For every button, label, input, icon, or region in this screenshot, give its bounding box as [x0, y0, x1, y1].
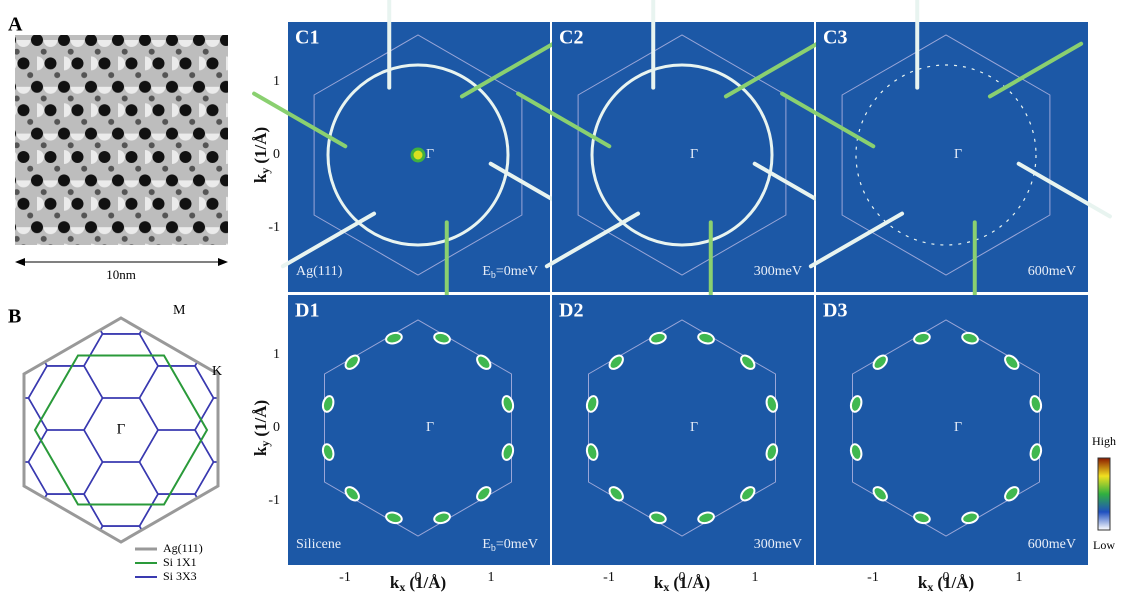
gamma-label: Γ — [690, 420, 698, 435]
axis-unit: (1/Å) — [673, 573, 710, 592]
si3x3-cell — [84, 462, 158, 526]
energy-label: 600meV — [1028, 537, 1076, 552]
gamma-label: Γ — [954, 147, 962, 162]
stm-image — [15, 35, 228, 245]
arpes-panel: C1 Γ Ag(111) Eb=0meV — [254, 0, 582, 328]
colorbar — [1098, 458, 1110, 530]
x-tick-label: -1 — [603, 570, 615, 585]
axis-unit: (1/Å) — [251, 400, 270, 437]
panel-label: C3 — [823, 27, 847, 49]
si3x3-cell — [84, 334, 158, 398]
axis-sub: y — [258, 168, 272, 174]
energy-label: Eb=0meV — [482, 264, 538, 281]
axis-sub: x — [663, 580, 669, 594]
panel-label: B — [8, 306, 21, 328]
colorbar-label: Low — [1093, 538, 1115, 552]
gamma-spot — [412, 149, 424, 161]
panel-label: C1 — [295, 27, 319, 49]
panel-bg — [816, 295, 1088, 565]
panel-label: D2 — [559, 300, 583, 322]
energy-label: 300meV — [754, 264, 802, 279]
y-tick-label: 1 — [273, 347, 280, 362]
figure: A 10nm B M K Γ Ag(111) Si 1X1 Si 3X3 Hig… — [0, 0, 1127, 596]
gamma-label: Γ — [426, 147, 434, 162]
y-tick-label: 0 — [273, 420, 280, 435]
y-tick-label: -1 — [268, 220, 280, 235]
point-label: M — [173, 303, 186, 318]
arpes-panel: D1 Γ Silicene Eb=0meV — [288, 295, 550, 565]
gamma-label: Γ — [954, 420, 962, 435]
panel-bg — [288, 295, 550, 565]
panel-label: A — [8, 14, 23, 36]
arpes-panel: C2 Γ 300meV — [518, 0, 846, 328]
panel-bg — [552, 295, 814, 565]
arrow-head — [15, 258, 25, 266]
energy-value: 300meV — [754, 264, 802, 279]
arrow-head — [218, 258, 228, 266]
energy-value: 600meV — [1028, 537, 1076, 552]
axis-unit: (1/Å) — [937, 573, 974, 592]
legend-label: Si 3X3 — [163, 569, 197, 583]
colorbar-label: High — [1092, 434, 1116, 448]
y-axis-label: ky(1/Å) — [251, 127, 272, 183]
x-tick-label: -1 — [867, 570, 879, 585]
point-label: Γ — [117, 421, 126, 437]
energy-value: 300meV — [754, 537, 802, 552]
y-tick-label: -1 — [268, 493, 280, 508]
energy-label: 300meV — [754, 537, 802, 552]
brillouin-zones — [0, 270, 269, 590]
legend-label: Si 1X1 — [163, 555, 197, 569]
axis-sub: y — [258, 441, 272, 447]
energy-value: =0meV — [496, 537, 538, 552]
panel-note: Silicene — [296, 537, 341, 552]
axis-sub: x — [399, 580, 405, 594]
x-axis-label: kx(1/Å) — [390, 573, 446, 594]
y-tick-label: 0 — [273, 147, 280, 162]
energy-value: 600meV — [1028, 264, 1076, 279]
x-tick-label: 1 — [1016, 570, 1023, 585]
point-label: K — [212, 364, 222, 379]
legend-label: Ag(111) — [163, 541, 203, 555]
x-axis-label: kx(1/Å) — [918, 573, 974, 594]
energy-label: Eb=0meV — [482, 537, 538, 554]
arpes-panel: D3 Γ 600meV — [816, 295, 1088, 565]
panel-note: Ag(111) — [296, 264, 343, 279]
x-tick-label: 1 — [752, 570, 759, 585]
axis-sub: x — [927, 580, 933, 594]
energy-value: =0meV — [496, 264, 538, 279]
si3x3-cell — [84, 526, 158, 590]
panel-label: D1 — [295, 300, 319, 322]
y-axis-label: ky(1/Å) — [251, 400, 272, 456]
scale-label: 10nm — [106, 267, 136, 282]
energy-symbol: E — [482, 264, 491, 279]
gamma-label: Γ — [426, 420, 434, 435]
gamma-label: Γ — [690, 147, 698, 162]
energy-symbol: E — [482, 537, 491, 552]
x-tick-label: 1 — [488, 570, 495, 585]
axis-unit: (1/Å) — [409, 573, 446, 592]
x-tick-label: -1 — [339, 570, 351, 585]
axis-unit: (1/Å) — [251, 127, 270, 164]
x-axis-label: kx(1/Å) — [654, 573, 710, 594]
y-tick-label: 1 — [273, 74, 280, 89]
panel-label: C2 — [559, 27, 583, 49]
energy-label: 600meV — [1028, 264, 1076, 279]
arpes-panel: C3 Γ 600meV — [782, 0, 1110, 328]
panel-label: D3 — [823, 300, 847, 322]
arpes-panel: D2 Γ 300meV — [552, 295, 814, 565]
